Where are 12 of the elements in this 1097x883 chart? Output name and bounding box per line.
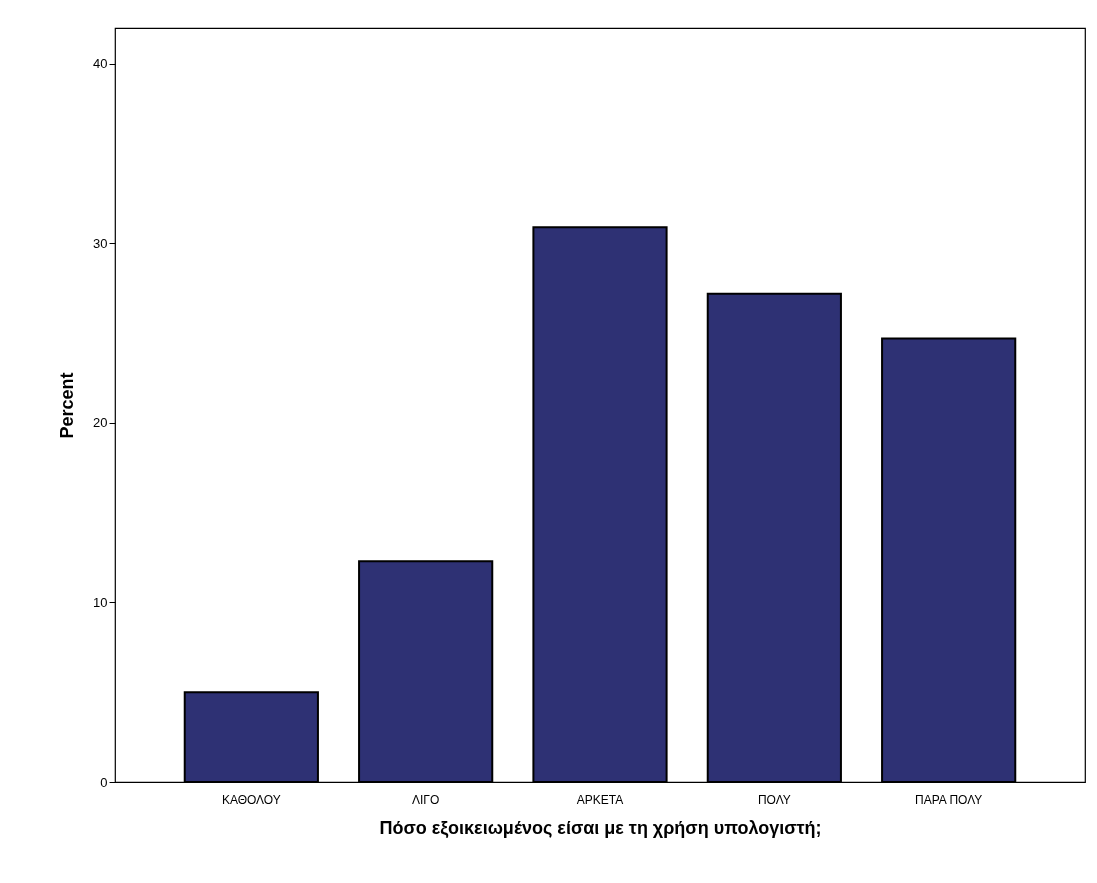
x-tick-label: ΑΡΚΕΤΑ (576, 792, 624, 807)
y-tick-label: 10 (93, 594, 108, 610)
y-tick-label: 20 (93, 415, 108, 431)
y-tick-label: 40 (93, 56, 108, 72)
x-tick-label: ΠΟΛΥ (757, 792, 791, 807)
x-tick-label: ΠΑΡΑ ΠΟΛΥ (914, 792, 983, 807)
y-axis-title: Percent (57, 372, 78, 439)
x-tick-label: ΛΙΓΟ (412, 792, 440, 807)
x-tick-label: ΚΑΘΟΛΟΥ (221, 792, 281, 807)
y-tick-label: 30 (93, 235, 108, 251)
x-axis-title: Πόσο εξοικειωμένος είσαι με τη χρήση υπολογιστή; (379, 817, 822, 839)
y-tick-label: 0 (100, 774, 108, 790)
